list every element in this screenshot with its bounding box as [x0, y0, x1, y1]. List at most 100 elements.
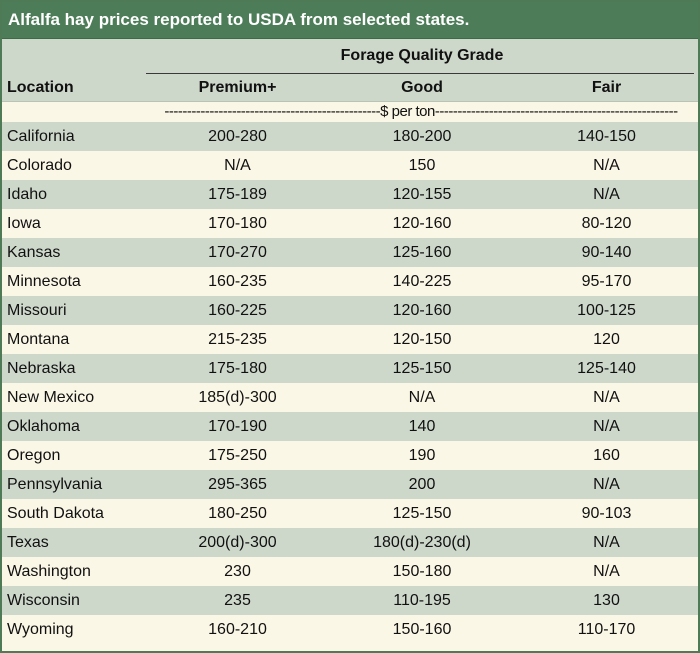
good-cell: 120-160: [392, 302, 452, 319]
premium-cell: 170-190: [208, 418, 267, 435]
location-cell: Oregon: [7, 447, 61, 464]
units-row: ----------------------------------------…: [2, 101, 698, 122]
premium-cell: 230: [224, 563, 251, 580]
good-cell: 120-150: [392, 331, 452, 348]
good-cell: N/A: [408, 389, 436, 406]
premium-cell: 175-189: [208, 186, 267, 203]
good-cell: 125-160: [392, 244, 452, 261]
fair-column-header: Fair: [591, 79, 622, 96]
premium-column-header: Premium+: [198, 79, 277, 96]
premium-cell: 175-250: [208, 447, 267, 464]
good-cell: 120-160: [392, 215, 452, 232]
fair-cell: 130: [593, 592, 620, 609]
good-cell: 140-225: [392, 273, 452, 290]
table-row: Oklahoma 170-190 140 N/A: [2, 412, 698, 441]
table-row: Nebraska 175-180 125-150 125-140: [2, 354, 698, 383]
location-cell: Kansas: [7, 244, 61, 261]
good-cell: 150-160: [392, 621, 452, 638]
location-cell: Minnesota: [7, 273, 81, 290]
table-row: South Dakota 180-250 125-150 90-103: [2, 499, 698, 528]
fair-cell: 110-170: [577, 621, 636, 638]
table-row: Kansas 170-270 125-160 90-140: [2, 238, 698, 267]
location-cell: Idaho: [7, 186, 48, 203]
premium-cell: 235: [224, 592, 251, 609]
table-row: New Mexico 185(d)-300 N/A N/A: [2, 383, 698, 412]
good-cell: 125-150: [392, 505, 452, 522]
good-cell: 120-155: [392, 186, 452, 203]
fair-cell: N/A: [593, 476, 620, 493]
location-cell: California: [7, 128, 75, 145]
table-row: Idaho 175-189 120-155 N/A: [2, 180, 698, 209]
fair-cell: 90-140: [581, 244, 632, 261]
premium-cell: 185(d)-300: [198, 389, 277, 406]
table-row: Wisconsin 235 110-195 130: [2, 586, 698, 615]
good-column-header: Good: [401, 79, 443, 96]
fair-cell: 100-125: [577, 302, 636, 319]
location-cell: New Mexico: [7, 389, 95, 406]
good-cell: 190: [408, 447, 436, 464]
header-divider: [146, 73, 694, 74]
units-label: ----------------------------------------…: [164, 103, 678, 120]
table-row: Iowa 170-180 120-160 80-120: [2, 209, 698, 238]
table-row: Minnesota 160-235 140-225 95-170: [2, 267, 698, 296]
premium-cell: 180-250: [208, 505, 267, 522]
table-row: Wyoming 160-210 150-160 110-170: [2, 615, 698, 644]
fair-cell: 80-120: [581, 215, 632, 232]
premium-cell: 160-225: [208, 302, 267, 319]
fair-cell: N/A: [593, 157, 620, 174]
location-cell: Missouri: [7, 302, 67, 319]
premium-cell: N/A: [224, 157, 251, 174]
premium-cell: 175-180: [208, 360, 267, 377]
good-cell: 200: [408, 476, 436, 493]
fair-cell: N/A: [593, 389, 620, 406]
premium-cell: 295-365: [208, 476, 267, 493]
location-cell: Montana: [7, 331, 70, 348]
good-cell: 180(d)-230(d): [373, 534, 471, 551]
fair-cell: N/A: [593, 563, 620, 580]
good-cell: 150-180: [392, 563, 452, 580]
premium-cell: 160-210: [208, 621, 267, 638]
location-cell: Texas: [7, 534, 49, 551]
location-cell: Wisconsin: [7, 592, 80, 609]
premium-cell: 200-280: [208, 128, 267, 145]
table-row: California 200-280 180-200 140-150: [2, 122, 698, 151]
premium-cell: 215-235: [208, 331, 267, 348]
location-cell: Colorado: [7, 157, 72, 174]
table-title: Alfalfa hay prices reported to USDA from…: [2, 2, 698, 39]
fair-cell: 120: [593, 331, 620, 348]
forage-quality-grade-label: Forage Quality Grade: [340, 47, 504, 64]
premium-cell: 170-180: [208, 215, 267, 232]
good-cell: 150: [408, 157, 436, 174]
table-row: Montana 215-235 120-150 120: [2, 325, 698, 354]
table-row: Texas 200(d)-300 180(d)-230(d) N/A: [2, 528, 698, 557]
table-row: Colorado N/A 150 N/A: [2, 151, 698, 180]
table-row: Washington 230 150-180 N/A: [2, 557, 698, 586]
table-row: Pennsylvania 295-365 200 N/A: [2, 470, 698, 499]
good-cell: 110-195: [393, 592, 451, 609]
location-cell: Washington: [7, 563, 91, 580]
table-body: California 200-280 180-200 140-150 Colorado N…: [2, 122, 698, 644]
fair-cell: 125-140: [577, 360, 636, 377]
location-cell: Wyoming: [7, 621, 74, 638]
location-cell: Pennsylvania: [7, 476, 103, 493]
good-cell: 140: [408, 418, 436, 435]
location-cell: Nebraska: [7, 360, 76, 377]
fair-cell: 140-150: [577, 128, 636, 145]
fair-cell: N/A: [593, 186, 620, 203]
location-cell: South Dakota: [7, 505, 104, 522]
table-header: Forage Quality Grade Location Premium+ G…: [2, 39, 698, 101]
location-cell: Oklahoma: [7, 418, 80, 435]
fair-cell: 95-170: [581, 273, 632, 290]
location-column-header: Location: [7, 79, 74, 96]
premium-cell: 170-270: [208, 244, 267, 261]
premium-cell: 160-235: [208, 273, 267, 290]
fair-cell: 160: [593, 447, 620, 464]
fair-cell: N/A: [593, 418, 620, 435]
fair-cell: N/A: [593, 534, 620, 551]
location-cell: Iowa: [7, 215, 41, 232]
premium-cell: 200(d)-300: [198, 534, 277, 551]
fair-cell: 90-103: [581, 505, 632, 522]
table-row: Oregon 175-250 190 160: [2, 441, 698, 470]
good-cell: 180-200: [392, 128, 452, 145]
